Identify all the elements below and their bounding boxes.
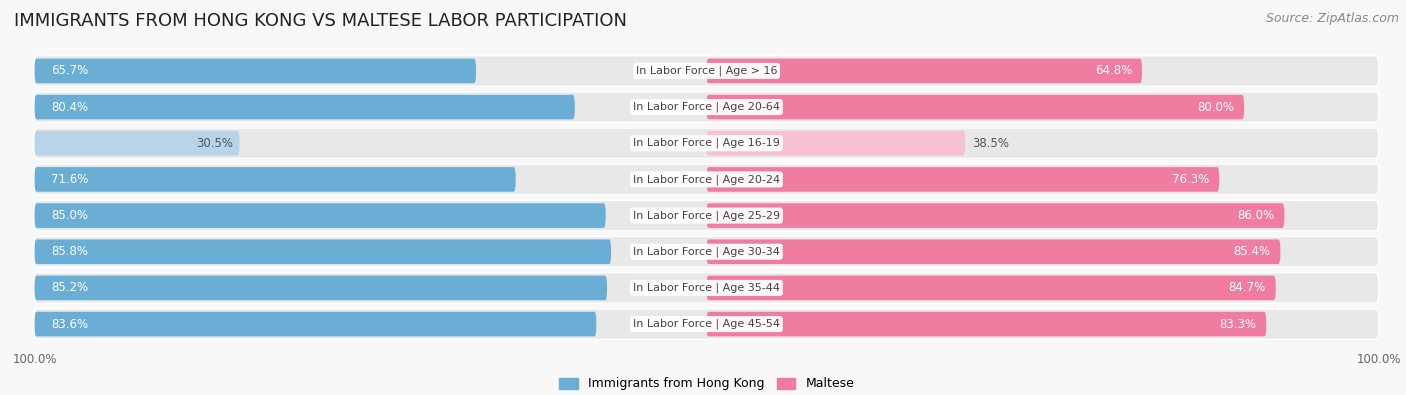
Text: 85.2%: 85.2% [52, 281, 89, 294]
FancyBboxPatch shape [707, 239, 1281, 264]
Text: 85.4%: 85.4% [1233, 245, 1270, 258]
Text: 83.3%: 83.3% [1219, 318, 1256, 331]
FancyBboxPatch shape [34, 56, 1379, 86]
Text: 30.5%: 30.5% [195, 137, 233, 150]
FancyBboxPatch shape [35, 58, 477, 83]
Text: 64.8%: 64.8% [1095, 64, 1132, 77]
FancyBboxPatch shape [35, 276, 607, 300]
Text: In Labor Force | Age 20-24: In Labor Force | Age 20-24 [633, 174, 780, 185]
FancyBboxPatch shape [34, 237, 1379, 267]
Text: 76.3%: 76.3% [1173, 173, 1209, 186]
Text: 85.0%: 85.0% [52, 209, 89, 222]
Text: IMMIGRANTS FROM HONG KONG VS MALTESE LABOR PARTICIPATION: IMMIGRANTS FROM HONG KONG VS MALTESE LAB… [14, 12, 627, 30]
FancyBboxPatch shape [707, 312, 1267, 337]
FancyBboxPatch shape [35, 95, 575, 119]
Text: In Labor Force | Age 20-64: In Labor Force | Age 20-64 [633, 102, 780, 112]
FancyBboxPatch shape [707, 95, 1244, 119]
FancyBboxPatch shape [34, 128, 1379, 158]
Text: In Labor Force | Age 16-19: In Labor Force | Age 16-19 [633, 138, 780, 149]
FancyBboxPatch shape [707, 276, 1275, 300]
FancyBboxPatch shape [34, 309, 1379, 339]
Text: In Labor Force | Age 30-34: In Labor Force | Age 30-34 [633, 246, 780, 257]
Text: 83.6%: 83.6% [52, 318, 89, 331]
Text: Source: ZipAtlas.com: Source: ZipAtlas.com [1265, 12, 1399, 25]
FancyBboxPatch shape [34, 92, 1379, 122]
FancyBboxPatch shape [34, 164, 1379, 195]
Text: In Labor Force | Age 45-54: In Labor Force | Age 45-54 [633, 319, 780, 329]
Text: In Labor Force | Age 35-44: In Labor Force | Age 35-44 [633, 283, 780, 293]
Text: In Labor Force | Age 25-29: In Labor Force | Age 25-29 [633, 210, 780, 221]
FancyBboxPatch shape [34, 273, 1379, 303]
Text: 38.5%: 38.5% [972, 137, 1010, 150]
Text: 85.8%: 85.8% [52, 245, 89, 258]
FancyBboxPatch shape [707, 58, 1142, 83]
FancyBboxPatch shape [35, 167, 516, 192]
Text: 80.4%: 80.4% [52, 101, 89, 114]
FancyBboxPatch shape [707, 203, 1285, 228]
FancyBboxPatch shape [35, 203, 606, 228]
FancyBboxPatch shape [707, 131, 966, 156]
FancyBboxPatch shape [35, 131, 239, 156]
FancyBboxPatch shape [35, 312, 596, 337]
Text: In Labor Force | Age > 16: In Labor Force | Age > 16 [636, 66, 778, 76]
Text: 86.0%: 86.0% [1237, 209, 1274, 222]
Legend: Immigrants from Hong Kong, Maltese: Immigrants from Hong Kong, Maltese [554, 372, 859, 395]
Text: 80.0%: 80.0% [1197, 101, 1234, 114]
Text: 71.6%: 71.6% [52, 173, 89, 186]
FancyBboxPatch shape [35, 239, 612, 264]
Text: 84.7%: 84.7% [1229, 281, 1265, 294]
FancyBboxPatch shape [707, 167, 1219, 192]
Text: 65.7%: 65.7% [52, 64, 89, 77]
FancyBboxPatch shape [34, 200, 1379, 231]
